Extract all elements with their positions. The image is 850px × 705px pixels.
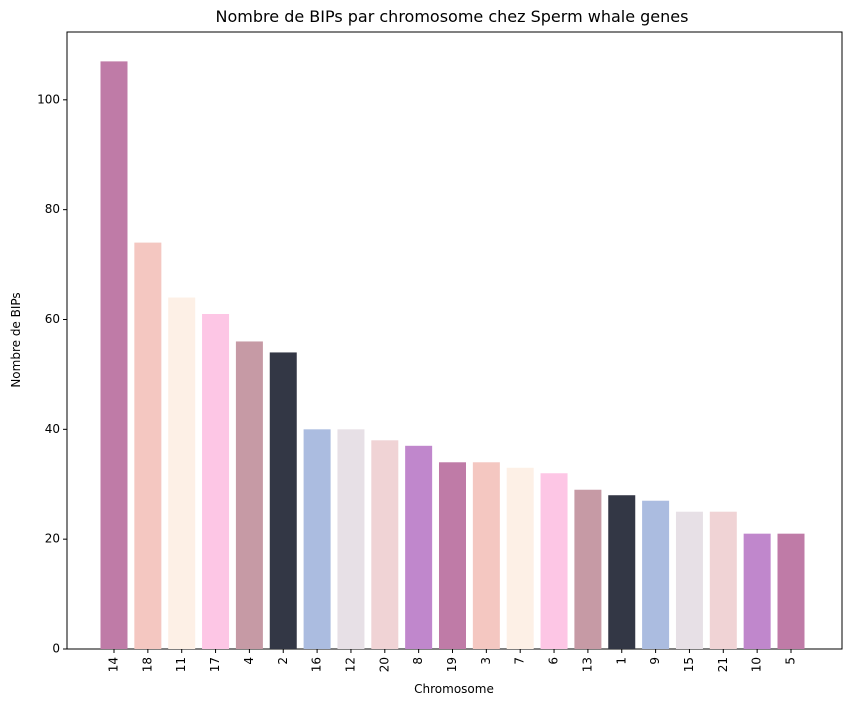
y-axis-label: Nombre de BIPs — [9, 292, 23, 387]
y-tick-label: 40 — [45, 422, 60, 436]
x-tick-label: 20 — [377, 657, 391, 672]
bar-chromosome-1 — [608, 495, 636, 649]
x-axis-label: Chromosome — [414, 682, 494, 696]
bar-chromosome-6 — [540, 473, 568, 649]
bar-chromosome-5 — [777, 533, 805, 649]
y-tick-label: 80 — [45, 202, 60, 216]
x-tick-label: 7 — [513, 657, 527, 665]
x-tick-label: 16 — [310, 657, 324, 672]
x-tick-label: 1 — [614, 657, 628, 665]
y-tick-label: 20 — [45, 532, 60, 546]
x-tick-label: 18 — [140, 657, 154, 672]
bar-chromosome-18 — [134, 242, 162, 650]
bar-chromosome-10 — [743, 533, 771, 649]
x-tick-label: 21 — [716, 657, 730, 672]
x-tick-label: 9 — [648, 657, 662, 665]
x-tick-label: 15 — [682, 657, 696, 672]
x-tick-label: 3 — [479, 657, 493, 665]
bar-chromosome-13 — [574, 489, 602, 649]
bar-chromosome-15 — [675, 511, 703, 649]
x-tick-label: 5 — [784, 657, 798, 665]
bar-chromosome-16 — [303, 429, 331, 649]
y-tick-label: 60 — [45, 312, 60, 326]
bar-chromosome-9 — [642, 500, 670, 649]
bar-chromosome-17 — [202, 314, 230, 649]
y-tick-label: 100 — [37, 92, 60, 106]
x-tick-label: 14 — [107, 657, 121, 672]
x-tick-label: 4 — [242, 657, 256, 665]
x-tick-label: 6 — [547, 657, 561, 665]
bars-group — [100, 61, 805, 650]
x-tick-label: 12 — [343, 657, 357, 672]
bar-chromosome-14 — [100, 61, 128, 649]
y-axis: 0 20 40 60 80 100 — [37, 92, 67, 656]
x-tick-label: 19 — [445, 657, 459, 672]
x-tick-label: 17 — [208, 657, 222, 672]
bar-chromosome-12 — [337, 429, 365, 649]
bar-chromosome-2 — [269, 352, 297, 649]
y-tick-label: 0 — [52, 642, 60, 656]
chart-title: Nombre de BIPs par chromosome chez Sperm… — [216, 7, 689, 26]
x-tick-label: 10 — [750, 657, 764, 672]
bar-chromosome-20 — [371, 440, 399, 649]
x-tick-label: 13 — [580, 657, 594, 672]
bar-chromosome-21 — [709, 511, 737, 649]
x-axis: 14 18 11 17 4 2 16 12 20 8 19 3 7 6 13 1 9 15 21 10 5 — [107, 649, 798, 672]
bar-chromosome-7 — [506, 467, 534, 649]
x-tick-label: 11 — [174, 657, 188, 672]
bar-chromosome-11 — [168, 297, 196, 649]
bar-chromosome-19 — [439, 462, 466, 649]
bar-chromosome-8 — [405, 445, 433, 649]
x-tick-label: 8 — [411, 657, 425, 665]
x-tick-label: 2 — [276, 657, 290, 665]
bar-chromosome-3 — [472, 462, 500, 649]
bar-chromosome-4 — [235, 341, 263, 649]
